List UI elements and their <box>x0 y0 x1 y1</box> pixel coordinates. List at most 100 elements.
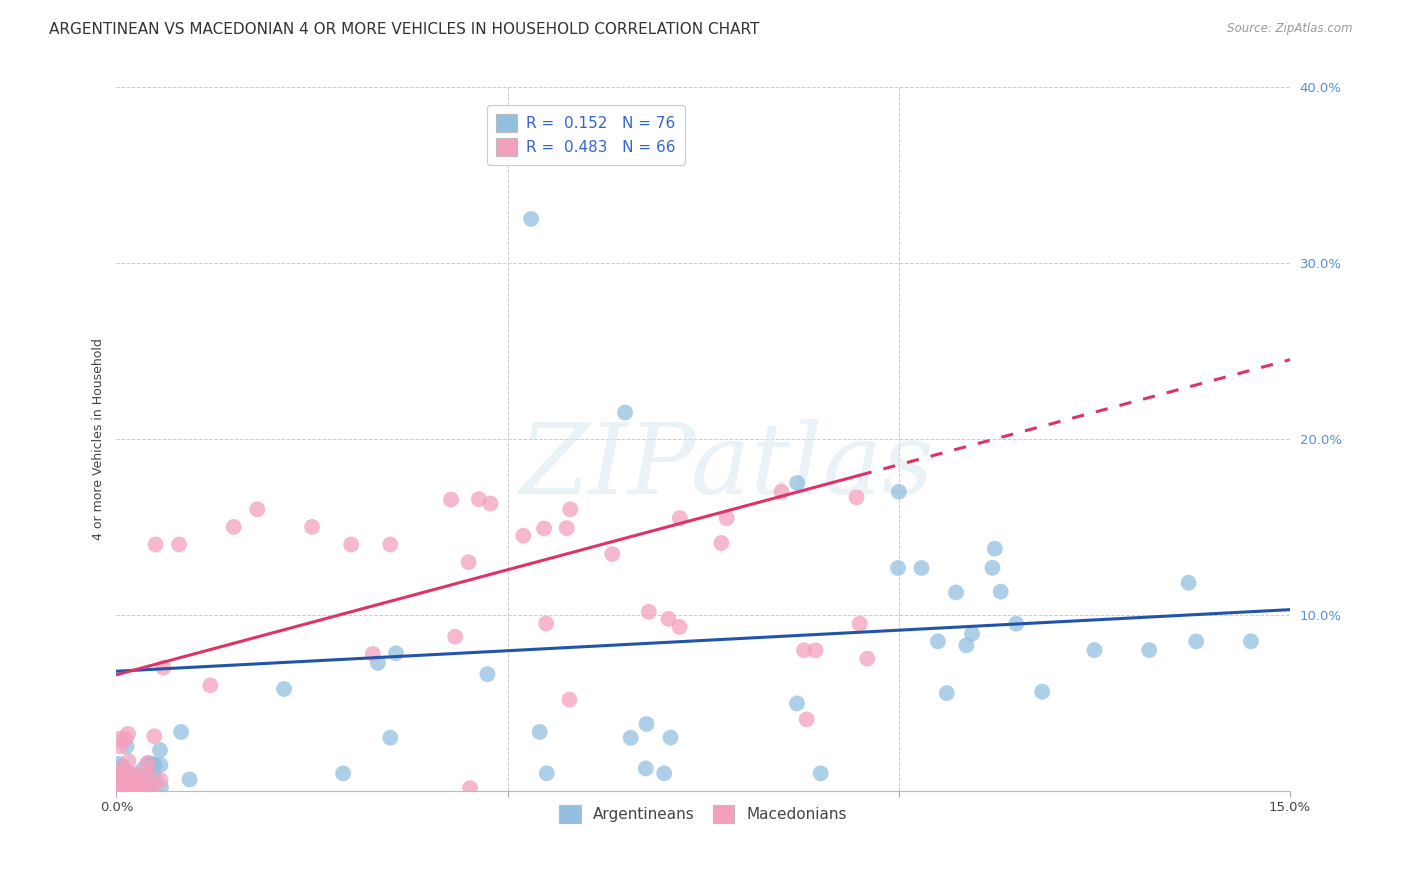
Point <box>149 773 172 788</box>
Point <box>520 211 543 226</box>
Point <box>770 484 793 499</box>
Point <box>981 561 1004 575</box>
Point <box>118 768 141 782</box>
Point <box>143 757 166 772</box>
Point <box>142 757 165 772</box>
Point <box>111 778 134 792</box>
Point <box>139 771 162 785</box>
Point <box>135 778 157 792</box>
Point <box>111 759 134 773</box>
Point <box>786 697 808 711</box>
Point <box>136 764 159 779</box>
Point <box>142 764 165 779</box>
Point <box>145 537 167 551</box>
Point <box>793 643 815 657</box>
Point <box>115 783 138 797</box>
Point <box>117 782 139 797</box>
Point <box>222 520 245 534</box>
Point <box>108 783 131 797</box>
Point <box>659 731 682 745</box>
Point <box>120 768 142 782</box>
Point <box>107 766 129 780</box>
Point <box>136 756 159 771</box>
Point <box>273 681 295 696</box>
Point <box>990 584 1012 599</box>
Point <box>529 725 551 739</box>
Point <box>128 776 150 790</box>
Point <box>385 646 408 660</box>
Point <box>132 762 155 776</box>
Point <box>108 767 131 781</box>
Point <box>786 475 808 490</box>
Point <box>117 727 139 741</box>
Point <box>152 661 174 675</box>
Point <box>124 782 146 797</box>
Point <box>301 520 323 534</box>
Point <box>668 511 690 525</box>
Point <box>107 756 129 771</box>
Point <box>555 521 578 535</box>
Point <box>657 612 679 626</box>
Point <box>200 678 222 692</box>
Point <box>107 784 129 798</box>
Point <box>1005 616 1028 631</box>
Point <box>117 754 139 768</box>
Point <box>1177 575 1199 590</box>
Point <box>856 651 879 665</box>
Text: Source: ZipAtlas.com: Source: ZipAtlas.com <box>1227 22 1353 36</box>
Point <box>124 781 146 796</box>
Point <box>110 731 132 746</box>
Point <box>131 770 153 784</box>
Point <box>955 638 977 652</box>
Point <box>945 585 967 599</box>
Y-axis label: 4 or more Vehicles in Household: 4 or more Vehicles in Household <box>93 338 105 540</box>
Text: ARGENTINEAN VS MACEDONIAN 4 OR MORE VEHICLES IN HOUSEHOLD CORRELATION CHART: ARGENTINEAN VS MACEDONIAN 4 OR MORE VEHI… <box>49 22 759 37</box>
Point <box>1137 643 1160 657</box>
Point <box>960 626 983 640</box>
Point <box>614 405 637 419</box>
Point <box>117 767 139 781</box>
Point <box>115 773 138 788</box>
Point <box>138 782 160 797</box>
Point <box>120 774 142 789</box>
Point <box>935 686 957 700</box>
Point <box>141 757 163 772</box>
Point <box>120 781 142 796</box>
Point <box>121 777 143 791</box>
Point <box>910 561 932 575</box>
Point <box>558 692 581 706</box>
Point <box>115 739 138 754</box>
Point <box>139 780 162 795</box>
Point <box>458 781 481 796</box>
Point <box>138 756 160 771</box>
Point <box>804 643 827 657</box>
Point <box>512 529 534 543</box>
Point <box>340 537 363 551</box>
Point <box>1240 634 1263 648</box>
Point <box>124 781 146 796</box>
Point <box>810 766 832 780</box>
Point <box>845 491 868 505</box>
Point <box>637 605 659 619</box>
Point <box>136 773 159 788</box>
Point <box>560 502 582 516</box>
Point <box>636 717 658 731</box>
Point <box>139 779 162 793</box>
Point <box>110 762 132 776</box>
Point <box>120 774 142 789</box>
Point <box>108 779 131 793</box>
Point <box>114 775 136 789</box>
Point <box>1185 634 1208 648</box>
Point <box>124 767 146 781</box>
Point <box>634 761 657 775</box>
Point <box>111 760 134 774</box>
Point <box>332 766 354 780</box>
Point <box>796 713 818 727</box>
Point <box>457 555 479 569</box>
Point <box>105 777 128 791</box>
Legend: Argentineans, Macedonians: Argentineans, Macedonians <box>553 799 853 829</box>
Text: ZIPatlas: ZIPatlas <box>519 419 934 515</box>
Point <box>440 492 463 507</box>
Point <box>167 537 190 551</box>
Point <box>380 537 402 551</box>
